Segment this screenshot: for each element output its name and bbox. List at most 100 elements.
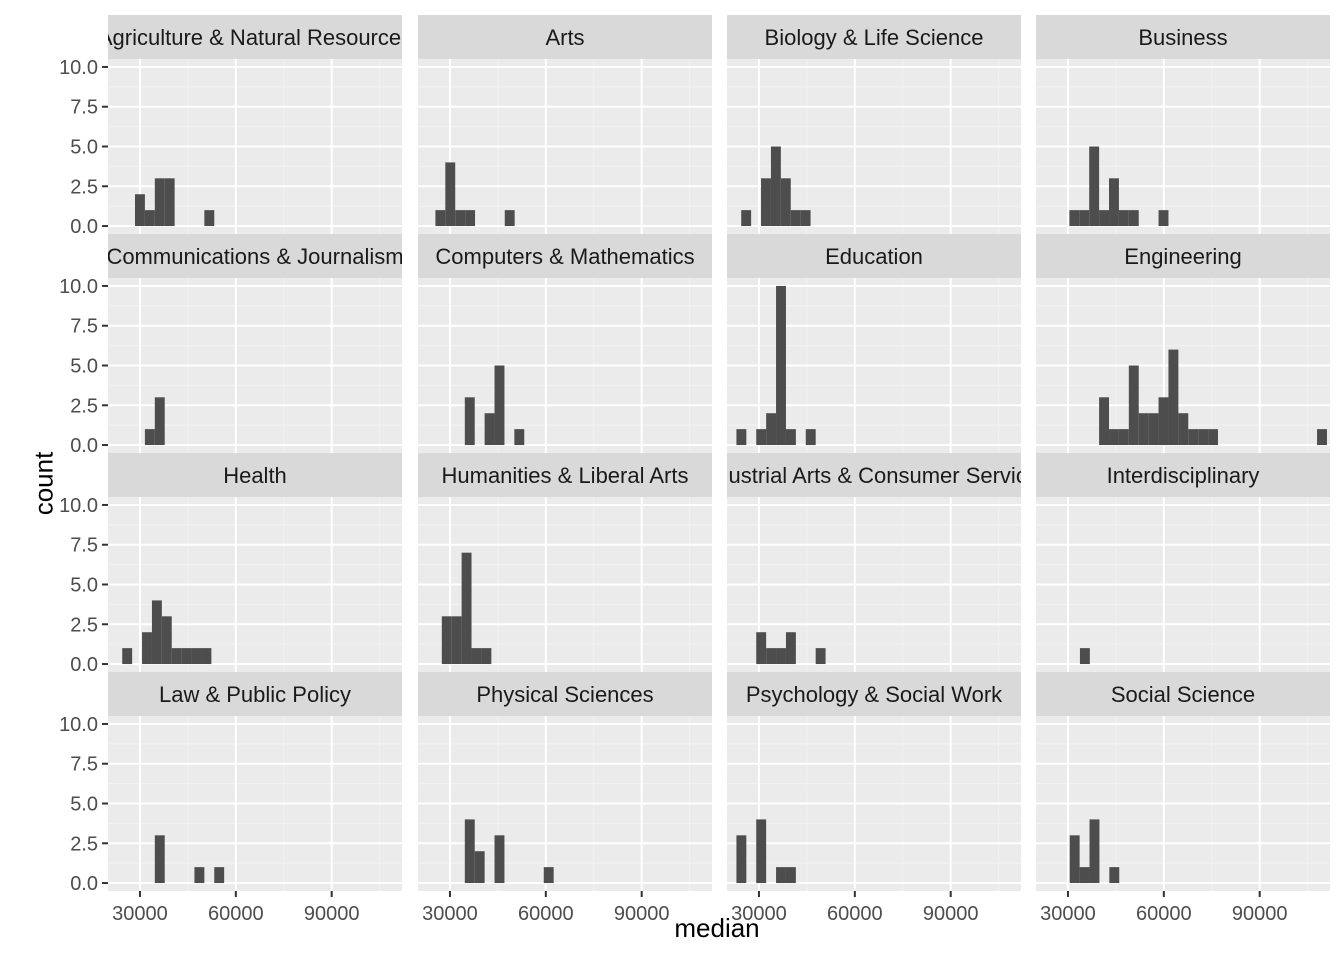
histogram-bar [514, 429, 525, 446]
y-tick-label: 10.0 [59, 57, 98, 79]
x-tick-label: 60000 [827, 903, 883, 925]
facet-strip [418, 15, 712, 59]
histogram-bar [484, 413, 495, 446]
histogram-bar [736, 429, 747, 446]
x-tick-label: 60000 [208, 903, 264, 925]
y-tick-label: 7.5 [70, 316, 98, 338]
y-tick-label: 2.5 [70, 395, 98, 417]
x-tick-label: 30000 [422, 903, 478, 925]
histogram-bar [154, 397, 165, 446]
histogram-bar [1188, 429, 1199, 446]
y-tick-label: 7.5 [70, 535, 98, 557]
histogram-bar [1128, 210, 1139, 227]
x-tick-label: 90000 [614, 903, 670, 925]
y-tick-label: 5.0 [70, 356, 98, 378]
x-axis-title: median [674, 913, 760, 943]
histogram-bar [154, 178, 165, 227]
histogram-bar [494, 835, 505, 884]
y-tick-label: 5.0 [70, 575, 98, 597]
histogram-bar [761, 178, 771, 227]
histogram-bar [1089, 819, 1100, 884]
facet-strip [1036, 234, 1330, 278]
histogram-bar [461, 552, 472, 665]
histogram-bar [756, 429, 767, 446]
facet-strip [418, 453, 712, 497]
y-tick-label: 5.0 [70, 137, 98, 159]
y-tick-label: 5.0 [70, 794, 98, 816]
facet-strip [1036, 15, 1330, 59]
y-tick-label: 0.0 [70, 216, 98, 238]
histogram-bar [805, 429, 816, 446]
histogram-bar [756, 819, 767, 884]
histogram-bar [776, 648, 786, 665]
histogram-bar [214, 867, 225, 884]
histogram-bar [800, 210, 811, 227]
y-tick-label: 10.0 [59, 276, 98, 298]
y-tick-label: 10.0 [59, 495, 98, 517]
facet-strip [418, 234, 712, 278]
histogram-bar [474, 851, 485, 884]
histogram-bar [1118, 429, 1129, 446]
histogram-bar [785, 632, 796, 665]
facet-title: Business [1138, 25, 1227, 50]
histogram-bar [1178, 413, 1189, 446]
x-tick-label: 90000 [304, 903, 360, 925]
facet-title: Communications & Journalism [106, 244, 403, 269]
histogram-bar [815, 648, 826, 665]
histogram-bar [1138, 413, 1149, 446]
facet-title: Psychology & Social Work [746, 682, 1003, 707]
y-tick-label: 7.5 [70, 97, 98, 119]
facet-title: Computers & Mathematics [435, 244, 694, 269]
y-tick-label: 2.5 [70, 614, 98, 636]
facet-strip [108, 15, 402, 59]
histogram-bar [790, 210, 801, 227]
facet-strip [108, 672, 402, 716]
histogram-bar [465, 210, 476, 227]
histogram-bar [144, 429, 155, 446]
facet-title: Humanities & Liberal Arts [442, 463, 689, 488]
histogram-bar [1168, 349, 1179, 446]
facet-title: Health [223, 463, 287, 488]
histogram-bar [164, 178, 175, 227]
y-tick-label: 2.5 [70, 833, 98, 855]
histogram-bar [122, 648, 133, 665]
histogram-bar [181, 648, 192, 665]
histogram-bar [1317, 429, 1327, 446]
histogram-bar [776, 867, 786, 884]
facet-title: Social Science [1111, 682, 1255, 707]
histogram-bar [464, 397, 475, 446]
histogram-bar [435, 210, 446, 227]
facet-strip [727, 672, 1021, 716]
histogram-bar [481, 648, 492, 665]
facet-strip [727, 234, 1021, 278]
facet-title: Agriculture & Natural Resources [98, 25, 412, 50]
facet-title: Law & Public Policy [159, 682, 351, 707]
facet-title: Interdisciplinary [1107, 463, 1260, 488]
histogram-bar [204, 210, 215, 227]
histogram-bar [1069, 210, 1080, 227]
y-tick-label: 7.5 [70, 754, 98, 776]
histogram-bar [494, 365, 505, 446]
y-tick-label: 10.0 [59, 714, 98, 736]
histogram-bar [1109, 867, 1120, 884]
histogram-bar [1118, 210, 1129, 227]
histogram-bar [455, 210, 466, 227]
y-tick-label: 0.0 [70, 435, 98, 457]
histogram-bar [756, 632, 767, 665]
histogram-bar [1089, 146, 1100, 227]
histogram-bar [194, 867, 205, 884]
histogram-bar [741, 210, 752, 227]
histogram-bar [766, 413, 777, 446]
histogram-bar [1109, 178, 1119, 227]
y-tick-label: 0.0 [70, 654, 98, 676]
histogram-bar [1208, 429, 1218, 446]
histogram-bar [154, 835, 165, 884]
histogram-bar [766, 648, 777, 665]
facet-strip [108, 453, 402, 497]
facet-title: Engineering [1124, 244, 1241, 269]
histogram-bar [1158, 397, 1169, 446]
facet-strip [727, 453, 1021, 497]
histogram-bar [161, 616, 172, 665]
histogram-bar [1069, 835, 1080, 884]
histogram-bar [1148, 413, 1159, 446]
